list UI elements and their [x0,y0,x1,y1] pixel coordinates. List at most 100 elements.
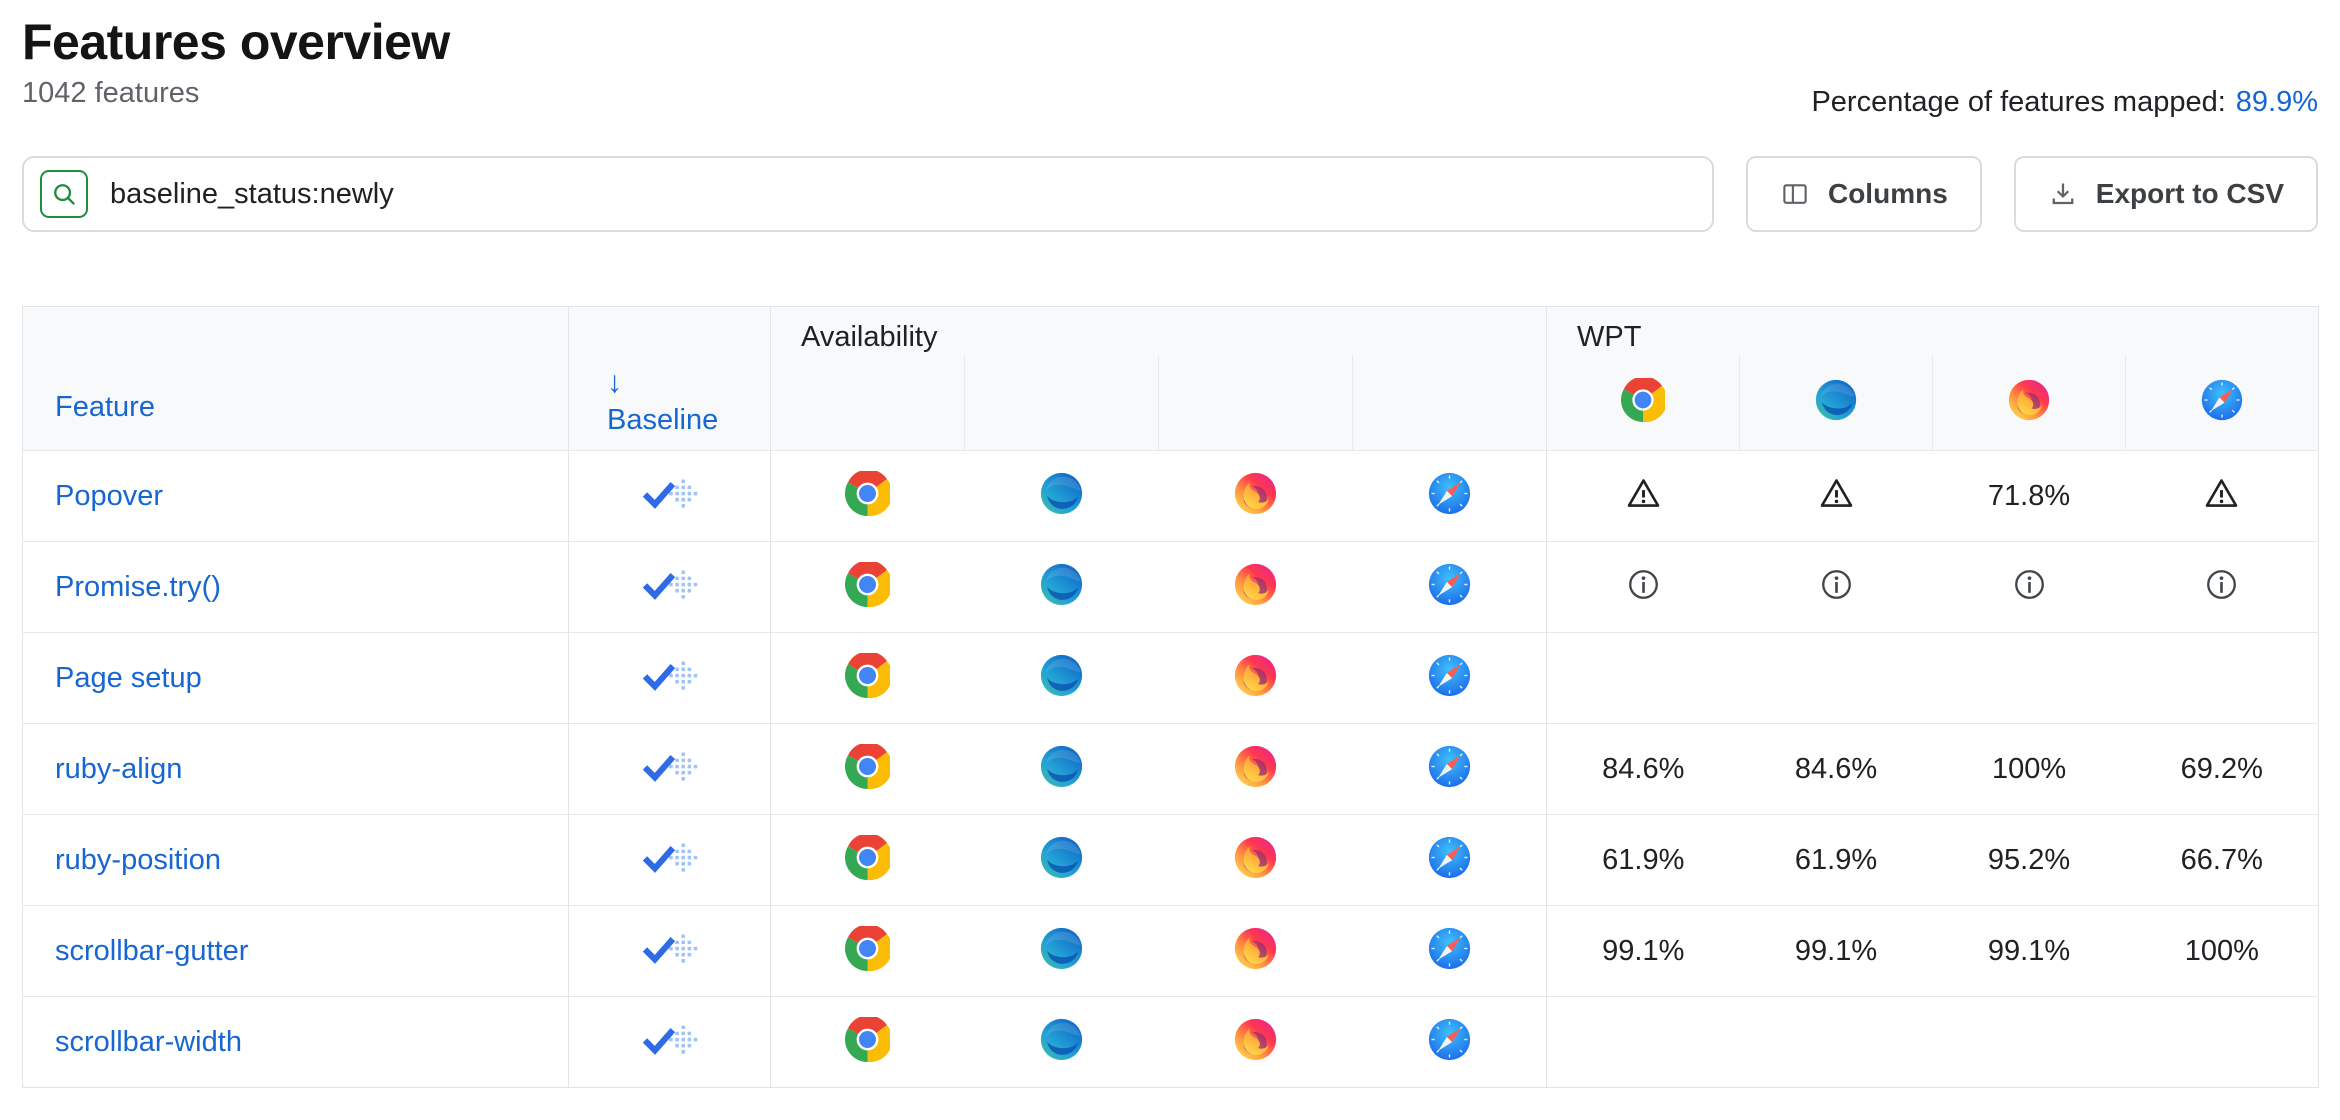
baseline-column-header[interactable]: ↓ Baseline [568,306,771,451]
feature-link[interactable]: ruby-position [55,843,222,876]
browser-subheader-row [23,354,2319,451]
features-overview-page: Features overview 1042 features Percenta… [22,14,2320,1088]
baseline-cell [568,996,771,1088]
columns-button-label: Columns [1827,178,1948,209]
edge-icon [1039,835,1084,880]
availability-cell [1158,723,1353,815]
mapped-percentage-label: Percentage of features mapped: [1811,86,2226,118]
edge-icon [1039,926,1084,971]
wpt-cell [1932,632,2126,724]
chrome-icon [845,835,890,880]
page-title: Features overview [22,14,450,70]
availability-cell [1158,814,1353,906]
toolbar: Columns Export to CSV [22,156,2318,232]
availability-cell [770,905,965,997]
info-icon [2011,566,2048,603]
info-icon [1818,566,1855,603]
availability-cell [1352,541,1547,633]
edge-icon [1039,562,1084,607]
columns-button[interactable]: Columns [1745,156,1982,232]
availability-cell [1352,723,1547,815]
feature-link[interactable]: Promise.try() [55,570,221,603]
wpt-cell [1932,541,2126,633]
search-input[interactable] [108,176,1696,212]
chrome-icon [1621,378,1665,422]
features-table-wrap: Feature ↓ Baseline Availability WPT [22,306,2320,1088]
availability-cell [964,996,1159,1088]
wpt-group-header: WPT [1546,306,2319,355]
feature-link[interactable]: Page setup [55,661,202,694]
chrome-icon [845,653,890,698]
export-csv-button[interactable]: Export to CSV [2013,156,2318,232]
availability-cell [1158,996,1353,1088]
export-csv-button-label: Export to CSV [2095,178,2284,209]
info-icon [2203,566,2240,603]
wpt-cell [2125,632,2319,724]
mapped-percentage-link[interactable]: 89.9% [2235,86,2318,118]
baseline-newly-icon [639,750,701,784]
table-row: ruby-align 84.6% 84.6% 100% 69.2% [22,723,2319,815]
wpt-cell: 100% [1932,723,2126,815]
wpt-score: 99.1% [1794,934,1878,967]
feature-sort-link[interactable]: Feature [55,391,155,423]
availability-cell [1158,632,1353,724]
chrome-icon [845,562,890,607]
availability-subheader [1158,354,1353,451]
feature-cell: ruby-align [22,723,569,815]
wpt-cell [1739,541,1933,633]
firefox-icon [1233,744,1278,789]
safari-icon [1427,744,1472,789]
info-icon [1625,566,1662,603]
wpt-score: 99.1% [1602,934,1685,967]
feature-link[interactable]: ruby-align [55,752,183,785]
safari-icon [1427,926,1472,971]
safari-icon [1427,1017,1472,1062]
wpt-cell [1546,996,1740,1088]
availability-cell [770,632,965,724]
feature-cell: Popover [22,450,569,542]
columns-icon [1780,179,1810,209]
warning-icon [1625,475,1662,512]
feature-link[interactable]: Popover [55,479,164,512]
wpt-score: 61.9% [1794,843,1878,876]
wpt-cell [1546,541,1740,633]
availability-group-header: Availability [769,306,1547,355]
chrome-icon [845,471,890,516]
availability-cell [964,814,1159,906]
warning-icon [2203,475,2240,512]
wpt-score: 84.6% [1794,752,1878,785]
feature-column-header: Feature [22,306,569,451]
feature-link[interactable]: scrollbar-gutter [55,934,249,967]
firefox-icon [1233,926,1278,971]
baseline-newly-icon [639,477,701,511]
wpt-score: 95.2% [1987,843,2071,876]
availability-cell [1352,996,1547,1088]
wpt-cell [2125,996,2319,1088]
availability-cell [964,450,1159,542]
edge-icon [1039,1017,1084,1062]
safari-icon [1427,653,1472,698]
wpt-cell: 69.2% [2125,723,2319,815]
firefox-icon [1233,1017,1278,1062]
table-row: Promise.try() [22,541,2319,633]
wpt-cell: 95.2% [1932,814,2126,906]
wpt-score: 99.1% [1987,934,2071,967]
wpt-cell [1739,450,1933,542]
baseline-cell [568,905,771,997]
firefox-icon [1233,562,1278,607]
feature-link[interactable]: scrollbar-width [55,1025,242,1058]
wpt-cell: 99.1% [1739,905,1933,997]
search-box [22,156,1714,232]
feature-cell: Promise.try() [22,541,569,633]
availability-cell [1352,632,1547,724]
firefox-icon [1233,471,1278,516]
baseline-sort-link[interactable]: Baseline [607,404,719,436]
wpt-cell [2125,450,2319,542]
availability-cell [964,632,1159,724]
features-table: Feature ↓ Baseline Availability WPT [22,306,2320,1088]
search-icon[interactable] [40,170,88,218]
wpt-cell: 61.9% [1546,814,1740,906]
availability-cell [1158,541,1353,633]
table-row: scrollbar-width [22,996,2319,1088]
baseline-newly-icon [639,659,701,693]
